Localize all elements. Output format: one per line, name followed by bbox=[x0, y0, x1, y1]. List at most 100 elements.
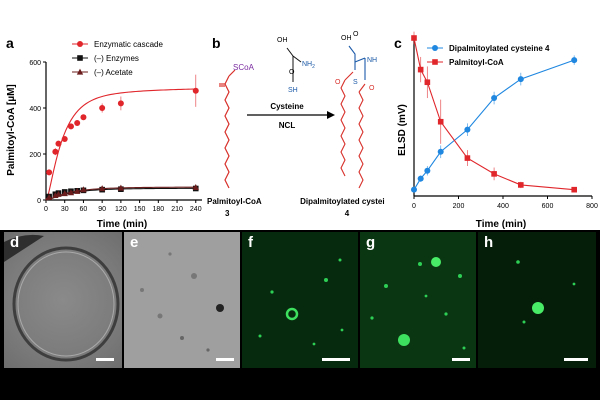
chart-a-data-point bbox=[46, 169, 53, 176]
reactant-group-label: SCoA bbox=[233, 63, 255, 72]
chart-a-legend-label: Enzymatic cascade bbox=[94, 40, 163, 49]
reaction-arrowhead bbox=[327, 111, 335, 119]
chart-c-marks bbox=[411, 31, 578, 193]
chart-a-legend: Enzymatic cascade (–) Enzymes (–) Acetate bbox=[72, 40, 163, 77]
chart-a-legend-marker bbox=[77, 55, 83, 61]
chart-a-data-point bbox=[55, 140, 62, 147]
chart-c-data-point bbox=[424, 79, 431, 86]
chart-c-data-point bbox=[517, 76, 524, 83]
micro-label-f: f bbox=[248, 234, 253, 251]
chart-a-xlabel: Time (min) bbox=[97, 219, 147, 230]
chart-c-x-tick-label: 200 bbox=[453, 203, 465, 210]
chart-c-data-point bbox=[518, 182, 524, 188]
scale-bar-f bbox=[322, 358, 350, 361]
chart-c-legend-label: Palmitoyl-CoA bbox=[449, 58, 504, 67]
micro-panel-d: d bbox=[4, 232, 122, 368]
reaction-scheme: SCoA Palmitoyl-CoA 3 OH O NH2 SH Cystein… bbox=[207, 31, 385, 218]
product-name-label: Dipalmitoylated cysteine bbox=[300, 197, 385, 206]
chart-a-data-point bbox=[80, 114, 87, 121]
chart-a: 0 200 400 600 0 30 60 90 120 150 180 210 240 Enzymat… bbox=[6, 40, 202, 230]
chart-a-legend-label: (–) Enzymes bbox=[94, 54, 139, 63]
chart-a-data-point bbox=[55, 190, 62, 197]
chart-a-ylabel: Palmitoyl-CoA [µM] bbox=[6, 84, 17, 176]
cys-oh-label: OH bbox=[277, 37, 288, 44]
chart-a-data-point bbox=[61, 190, 68, 197]
product-number-label: 4 bbox=[345, 209, 350, 218]
chart-c-data-point bbox=[437, 118, 444, 125]
scale-bar-h bbox=[564, 358, 588, 361]
micro-panel-g: g bbox=[360, 232, 476, 368]
chart-a-data-point bbox=[117, 184, 125, 191]
chart-a-data-point bbox=[117, 100, 124, 107]
chart-a-y-tick-label: 0 bbox=[37, 198, 41, 205]
reagent-top-label: Cysteine bbox=[270, 102, 304, 111]
chart-c-data-point bbox=[571, 186, 577, 193]
chart-a-data-point bbox=[74, 119, 81, 126]
chart-a-data-point bbox=[74, 187, 81, 194]
chart-a-legend-label: (–) Acetate bbox=[94, 68, 133, 77]
chart-c-x-tick-label: 0 bbox=[412, 203, 416, 210]
product-nh-label: NH bbox=[367, 57, 377, 64]
product-oh-label: OH bbox=[341, 35, 352, 42]
chart-a-y-tick-label: 600 bbox=[29, 60, 41, 67]
chart-a-data-point bbox=[192, 87, 199, 94]
chart-c-data-point bbox=[464, 155, 471, 161]
chart-a-data-point bbox=[67, 189, 75, 196]
chart-a-y-tick-label: 400 bbox=[29, 106, 41, 113]
fluorescence-image-f bbox=[258, 258, 344, 346]
chart-a-x-tick-label: 0 bbox=[44, 206, 48, 213]
micro-label-e: e bbox=[130, 234, 139, 251]
chart-c-x-tick-label: 400 bbox=[497, 203, 509, 210]
chart-a-data-point bbox=[61, 136, 68, 143]
chart-c-legend-marker bbox=[432, 59, 438, 65]
panel-letter-b: b bbox=[212, 35, 221, 51]
chart-a-y-tick-label: 200 bbox=[29, 152, 41, 159]
micro-label-h: h bbox=[484, 234, 494, 251]
chart-a-data-point bbox=[80, 186, 87, 193]
chart-c-data-point bbox=[417, 66, 424, 73]
scale-bar-g bbox=[452, 358, 470, 361]
cysteine-structure bbox=[286, 47, 302, 82]
micro-panel-f: f bbox=[242, 232, 358, 368]
reactant-number-label: 3 bbox=[225, 209, 230, 218]
fluorescence-image-h bbox=[516, 260, 576, 324]
chart-c-data-point bbox=[437, 148, 444, 155]
chart-c-legend-marker bbox=[432, 45, 438, 51]
chart-a-fit-line bbox=[45, 88, 196, 201]
product-o3-label: O bbox=[369, 85, 375, 92]
chart-c-xlabel: Time (min) bbox=[476, 219, 526, 230]
chart-c: 0 200 400 600 800 Dipalmitoylated cysteine 4… bbox=[397, 31, 598, 230]
micro-label-d: d bbox=[10, 234, 20, 251]
chart-c-data-point bbox=[411, 186, 417, 193]
chart-c-data-point bbox=[417, 175, 424, 182]
chart-a-x-tick-label: 60 bbox=[80, 206, 88, 213]
chart-a-x-tick-label: 90 bbox=[98, 206, 106, 213]
scale-bar-d bbox=[96, 358, 114, 361]
reactant-name-label: Palmitoyl-CoA bbox=[207, 197, 262, 206]
fluorescence-image-g bbox=[370, 257, 466, 350]
scale-bar-e bbox=[216, 358, 234, 361]
product-o-label: O bbox=[353, 31, 359, 38]
chart-c-data-point bbox=[464, 126, 471, 133]
chart-a-x-tick-label: 240 bbox=[190, 206, 202, 213]
chart-a-x-tick-label: 30 bbox=[61, 206, 69, 213]
product-structure bbox=[340, 45, 366, 189]
product-o2-label: O bbox=[335, 79, 341, 86]
micro-panel-h: h bbox=[478, 232, 596, 368]
chart-c-legend: Dipalmitoylated cysteine 4 Palmitoyl-CoA bbox=[427, 44, 550, 67]
chart-a-x-tick-label: 150 bbox=[134, 206, 146, 213]
chart-c-data-point bbox=[411, 35, 417, 41]
chart-a-data-point bbox=[98, 185, 106, 192]
reagent-bottom-label: NCL bbox=[279, 121, 296, 130]
palmitoyl-coa-structure bbox=[219, 69, 236, 189]
panel-letter-a: a bbox=[6, 35, 14, 51]
chart-c-x-tick-label: 800 bbox=[586, 203, 598, 210]
chart-c-ylabel: ELSD (mV) bbox=[397, 104, 408, 156]
micro-panel-e: e bbox=[124, 232, 240, 368]
chart-c-data-point bbox=[424, 167, 431, 174]
chart-c-data-point bbox=[491, 171, 497, 177]
chart-a-x-tick-label: 120 bbox=[115, 206, 127, 213]
chart-a-data-point bbox=[45, 193, 53, 200]
chart-a-data-point bbox=[67, 123, 74, 130]
vesicle-image bbox=[4, 234, 120, 362]
